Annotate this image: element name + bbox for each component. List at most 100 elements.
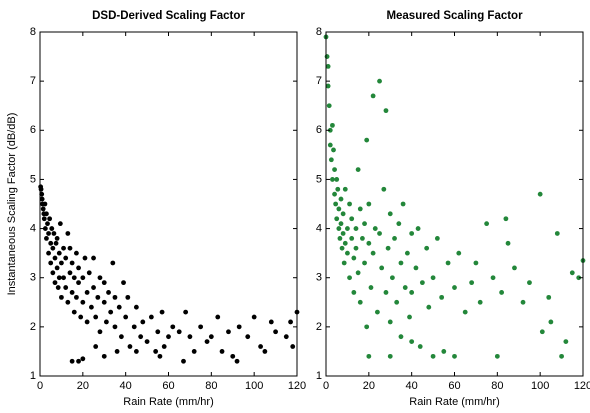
point [121, 280, 126, 286]
point [387, 353, 393, 359]
point [80, 356, 86, 362]
point [82, 255, 88, 261]
point [409, 339, 415, 344]
point [44, 211, 49, 217]
point [106, 290, 111, 295]
y-tick-label: 8 [30, 26, 36, 38]
point [101, 280, 107, 286]
point [69, 290, 75, 295]
point [392, 236, 397, 241]
point [112, 324, 118, 330]
point [424, 245, 430, 251]
y-axis-label: Instantaneous Scaling Factor (dB/dB) [6, 113, 18, 296]
point [208, 334, 214, 340]
point [362, 260, 367, 266]
point [48, 240, 54, 246]
point [430, 275, 436, 281]
point [327, 127, 333, 133]
y-tick-label: 6 [316, 124, 322, 136]
point [204, 339, 210, 344]
point [61, 275, 66, 281]
point [569, 270, 575, 276]
point [419, 280, 425, 286]
point [520, 299, 526, 305]
x-axis-label: Rain Rate (mm/hr) [123, 396, 213, 408]
point [97, 275, 103, 281]
point [462, 309, 468, 315]
point [219, 349, 225, 354]
point [127, 344, 133, 349]
point [326, 103, 332, 109]
point [55, 285, 61, 290]
point [61, 245, 66, 251]
point [372, 226, 378, 231]
point [187, 334, 193, 340]
point [52, 280, 58, 286]
point [396, 221, 402, 227]
x-axis-label: Rain Rate (mm/hr) [409, 396, 499, 408]
point [157, 353, 163, 359]
point [417, 344, 423, 349]
chart-title: Measured Scaling Factor [386, 10, 523, 22]
point [69, 260, 75, 266]
point [387, 211, 393, 217]
point [63, 285, 69, 290]
y-tick-label: 3 [316, 272, 322, 284]
point [198, 324, 204, 330]
y-tick-label: 6 [30, 124, 36, 136]
point [366, 201, 372, 207]
y-tick-label: 7 [30, 75, 36, 87]
point [71, 309, 77, 315]
point [166, 334, 171, 340]
point [477, 299, 483, 305]
point [407, 314, 412, 320]
point [133, 349, 139, 354]
point [364, 137, 370, 143]
point [103, 319, 109, 325]
x-tick-label: 40 [120, 380, 132, 392]
point [78, 314, 84, 320]
point [93, 344, 99, 349]
point [494, 353, 500, 359]
point [49, 226, 55, 231]
x-tick-label: 0 [323, 380, 329, 392]
point [54, 265, 60, 271]
point [355, 167, 361, 173]
point [161, 344, 167, 349]
point [383, 290, 389, 295]
point [97, 329, 103, 335]
point [357, 206, 363, 212]
point [370, 250, 376, 256]
point [325, 83, 331, 89]
y-tick-label: 2 [316, 321, 322, 333]
point [357, 299, 363, 305]
point [148, 314, 154, 320]
point [349, 216, 355, 222]
point [50, 270, 56, 276]
point [50, 245, 56, 251]
point [74, 250, 79, 256]
point [324, 54, 330, 59]
point [503, 216, 509, 222]
point [288, 319, 293, 325]
point [251, 314, 257, 320]
point [268, 319, 274, 325]
y-tick-label: 2 [30, 321, 36, 333]
point [67, 270, 73, 276]
point [57, 221, 63, 227]
point [430, 353, 436, 359]
x-tick-label: 60 [162, 380, 174, 392]
point [47, 216, 53, 222]
point [505, 240, 511, 246]
point [54, 236, 60, 241]
x-tick-label: 40 [406, 380, 418, 392]
point [548, 319, 554, 325]
point [394, 299, 400, 305]
point [131, 324, 137, 330]
point [342, 240, 348, 246]
point [84, 290, 90, 295]
point [46, 250, 51, 256]
point [328, 157, 334, 163]
x-tick-label: 120 [288, 380, 306, 392]
